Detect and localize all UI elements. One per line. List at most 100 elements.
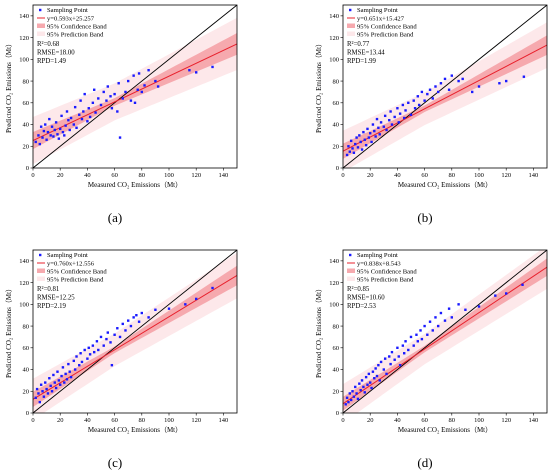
sampling-point [94,111,97,114]
sampling-point [127,319,130,322]
sampling-point [522,75,526,78]
sampling-point [83,92,86,96]
x-tick-label: 100 [164,417,174,424]
sampling-point [105,99,108,102]
sampling-point [385,128,388,132]
sampling-point [68,370,71,373]
sampling-point [434,316,437,319]
sampling-point [129,99,133,102]
x-tick-label: 0 [31,417,34,424]
sampling-point [99,103,103,107]
sampling-point [56,133,59,136]
legend-fit-equation: y=0.760x+12.556 [47,260,95,267]
x-tick-label: 80 [139,172,146,179]
legend-confidence-band: 95% Confidence Band [47,23,107,30]
x-axis-label: Measured CO₂ Emissions（Mt） [398,181,492,189]
sampling-point [373,377,376,380]
sampling-point [56,370,59,373]
y-axis-label: Predicted CO₂ Emissions（Mt） [315,40,323,133]
legend-marker-point [39,253,42,257]
legend-marker-prediction [347,31,355,36]
chart-panel-d: 0 20 40 60 80 100 120 140 0 20 40 60 80 100 120 140 Meas… [315,249,548,470]
sampling-point [407,348,410,352]
sampling-point [370,386,373,390]
plot-area [343,250,547,413]
sampling-point [105,337,108,341]
sampling-point [412,344,415,347]
y-tick-label: 0 [336,165,339,172]
sampling-point [377,126,380,129]
sampling-point [369,132,372,135]
legend-marker-prediction [37,31,45,36]
sampling-point [50,125,54,128]
sampling-point [450,74,453,77]
fit-line [343,44,547,152]
x-axis-label: Measured CO₂ Emissions（Mt） [88,426,182,434]
legend-prediction-band: 95% Prediction Band [357,276,414,283]
sampling-point [44,123,47,126]
sampling-point [73,368,77,371]
sampling-point [409,335,413,339]
sampling-point [53,128,56,132]
sampling-point [61,130,65,134]
sampling-point [363,138,366,141]
y-tick-label: 100 [329,302,339,309]
legend-prediction-band: 95% Prediction Band [47,276,104,283]
sampling-point [351,147,354,150]
sampling-point [45,387,48,391]
sampling-point [443,319,447,322]
sampling-point [354,142,357,146]
sampling-point [354,385,357,389]
y-tick-label: 140 [329,13,339,20]
panel-label: (a) [108,210,122,225]
sampling-point [407,101,410,104]
confidence-band [33,265,237,407]
x-axis-label: Measured CO₂ Emissions（Mt） [398,426,492,434]
sampling-point [352,151,356,154]
sampling-point [378,133,381,136]
y-tick-label: 60 [333,100,340,107]
chart-panel-a: 0 20 40 60 80 100 120 140 0 20 40 60 80 100 120 140 Meas… [5,4,238,225]
sampling-point [137,72,141,75]
stat-rmse: RMSE=13.44 [347,50,385,57]
sampling-point [412,99,415,102]
sampling-point [147,316,150,319]
sampling-point [154,308,157,311]
sampling-point [106,331,109,334]
sampling-point [38,142,41,146]
sampling-point [344,403,347,406]
sampling-point [382,125,385,128]
sampling-point [349,398,353,402]
sampling-point [35,387,39,391]
sampling-point [49,384,52,388]
y-tick-label: 140 [19,258,29,265]
sampling-point [419,329,422,332]
legend-prediction-band: 95% Prediction Band [357,31,414,38]
sampling-point [49,134,52,137]
sampling-point [39,125,43,128]
sampling-point [78,113,81,116]
y-tick-label: 40 [333,367,340,374]
legend-marker-confidence [347,268,355,273]
sampling-point [93,88,96,91]
sampling-point [60,114,63,118]
sampling-point [135,314,138,317]
sampling-point [413,107,417,110]
legend-fit-equation: y=0.651x+15.427 [357,15,405,22]
sampling-point [60,374,63,378]
sampling-point [401,344,405,347]
sampling-point [423,324,426,328]
x-tick-label: 100 [474,417,484,424]
fit-line [343,266,547,405]
sampling-point [347,400,350,404]
sampling-point [80,117,84,121]
confidence-band [343,35,547,159]
sampling-point [464,308,467,311]
sampling-point [373,129,376,133]
sampling-point [38,400,41,404]
sampling-point [379,360,383,364]
sampling-point [61,366,65,369]
sampling-point [426,333,429,336]
sampling-point [41,136,44,139]
sampling-point [41,390,44,393]
